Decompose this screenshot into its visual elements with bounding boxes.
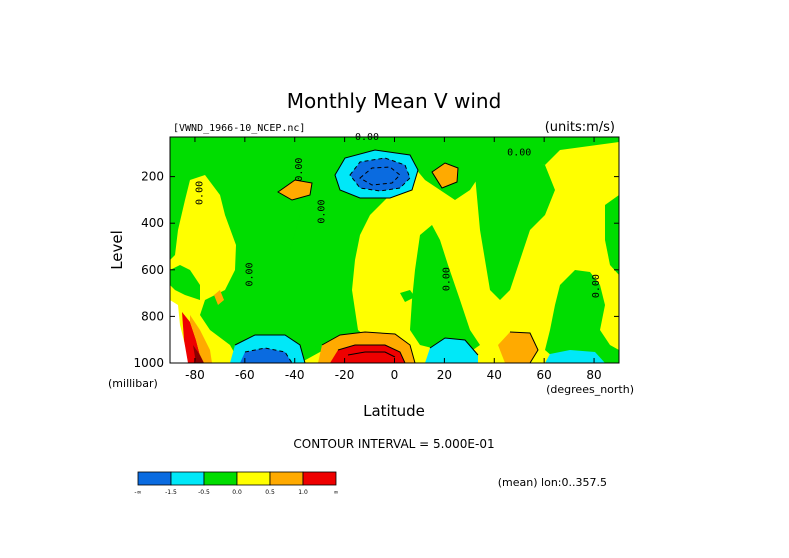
green-region-20n-column: [410, 225, 480, 352]
y-axis: 200 400 600 800 1000: [133, 170, 619, 370]
green-region-85n-upper: [605, 195, 619, 275]
green-region-40n-column: [475, 158, 555, 300]
contour-lines-negative-dashed: [244, 157, 411, 363]
y-tick-label: 1000: [133, 356, 164, 370]
green-region-60n-column: [545, 270, 619, 363]
green-region-se-surface: [170, 265, 200, 300]
colorbar-tick-label: -0.5: [198, 489, 210, 496]
y-unit-label: (millibar): [108, 377, 158, 390]
contour-value-label: 0.00: [317, 200, 328, 224]
x-tick-label: -20: [335, 368, 355, 382]
colorbar-tick-label: 0.0: [232, 489, 242, 496]
contour-value-label: 0.00: [194, 181, 205, 205]
x-tick-label: 20: [437, 368, 452, 382]
contour-value-label: 0.00: [294, 158, 305, 182]
colorbar-swatch: [203, 471, 238, 486]
plot-area: [170, 137, 619, 363]
green-region-30n-small: [400, 290, 415, 302]
blue-region-upper-core: [350, 158, 410, 191]
south-polar-darkred-region: [193, 345, 204, 363]
mean-text: (mean) lon:0..357.5: [498, 476, 607, 489]
dataset-label: [VWND_1966-10_NCEP.nc]: [173, 123, 305, 134]
x-axis-title: Latitude: [363, 402, 425, 420]
colorbar-tick-label: 0.5: [265, 489, 275, 496]
y-tick-label: 800: [141, 309, 164, 323]
colorbar-tick-label: 1.0: [298, 489, 308, 496]
colorbar-tick-label: -∞: [134, 489, 141, 496]
contour-value-label: 0.00: [244, 262, 255, 286]
below-ground-region: [170, 300, 190, 363]
colorbar-swatch: [170, 471, 205, 486]
green-region-left-lobe: [235, 175, 345, 352]
contour-value-label: 0.00: [441, 267, 452, 291]
contour-interval-text: CONTOUR INTERVAL = 5.000E-01: [293, 437, 494, 451]
y-tick-label: 400: [141, 216, 164, 230]
colorbar: -∞ -1.5 -0.5 0.0 0.5 1.0 ∞: [134, 471, 339, 496]
south-polar-red-region: [182, 312, 202, 363]
colorbar-tick-label: -1.5: [165, 489, 177, 496]
y-axis-title: Level: [108, 230, 126, 270]
x-tick-label: -80: [185, 368, 205, 382]
colorbar-swatch: [302, 471, 337, 486]
south-polar-orange-region: [190, 315, 212, 363]
x-tick-label: 40: [487, 368, 502, 382]
x-unit-label: (degrees_north): [546, 383, 634, 396]
units-label: (units:m/s): [545, 120, 615, 135]
colorbar-swatch: [137, 471, 172, 486]
orange-region-55s-small: [214, 290, 224, 305]
contour-value-label: 0.00: [507, 148, 531, 159]
y-tick-label: 200: [141, 170, 164, 184]
x-tick-label: 60: [537, 368, 552, 382]
cyan-region-20n-surface: [425, 338, 478, 363]
y-tick-label: 600: [141, 263, 164, 277]
orange-region-50n-surface: [498, 332, 538, 363]
x-tick-label: 0: [391, 368, 399, 382]
chart-title: Monthly Mean V wind: [287, 89, 502, 113]
contour-lines: [234, 149, 539, 363]
cyan-region-70n-surface: [545, 350, 605, 363]
colorbar-tick-label: ∞: [334, 489, 339, 496]
x-tick-label: -60: [235, 368, 255, 382]
orange-region-35s-upper: [278, 180, 312, 200]
colorbar-swatch: [269, 471, 304, 486]
x-tick-label: 80: [586, 368, 601, 382]
contour-value-label: 0.00: [591, 274, 602, 298]
x-axis: -80 -60 -40 -20 0 20 40 60 80: [185, 137, 602, 382]
blue-region-60s-surface: [240, 348, 292, 363]
x-tick-label: -40: [285, 368, 305, 382]
colorbar-swatch: [236, 471, 271, 486]
red-region-surface-core: [330, 345, 405, 363]
